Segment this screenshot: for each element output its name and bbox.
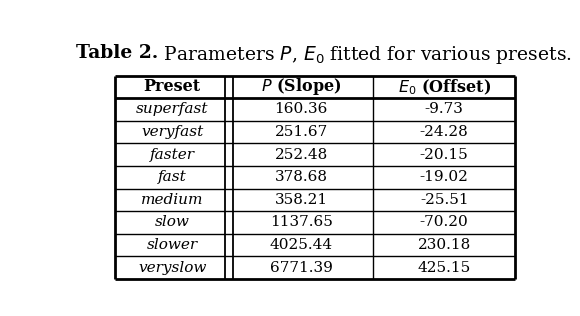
Text: Preset: Preset bbox=[144, 78, 201, 95]
Text: -19.02: -19.02 bbox=[420, 170, 469, 184]
Text: $E_0$ (Offset): $E_0$ (Offset) bbox=[398, 77, 491, 97]
Text: 358.21: 358.21 bbox=[275, 193, 328, 207]
Text: faster: faster bbox=[150, 148, 195, 162]
Text: superfast: superfast bbox=[136, 102, 208, 117]
Text: 6771.39: 6771.39 bbox=[270, 260, 333, 275]
Text: Parameters $P$, $E_0$ fitted for various presets.: Parameters $P$, $E_0$ fitted for various… bbox=[158, 44, 572, 66]
Text: veryfast: veryfast bbox=[141, 125, 204, 139]
Text: medium: medium bbox=[141, 193, 204, 207]
Text: $P$ (Slope): $P$ (Slope) bbox=[261, 76, 342, 97]
Text: 252.48: 252.48 bbox=[274, 148, 328, 162]
Text: 1137.65: 1137.65 bbox=[270, 216, 333, 229]
Text: -9.73: -9.73 bbox=[425, 102, 463, 117]
Text: 230.18: 230.18 bbox=[418, 238, 471, 252]
Text: fast: fast bbox=[158, 170, 187, 184]
Text: veryslow: veryslow bbox=[138, 260, 206, 275]
Text: Table 2.: Table 2. bbox=[76, 44, 158, 62]
Text: -70.20: -70.20 bbox=[420, 216, 469, 229]
Text: slow: slow bbox=[155, 216, 190, 229]
Text: 425.15: 425.15 bbox=[418, 260, 471, 275]
Text: 378.68: 378.68 bbox=[275, 170, 328, 184]
Text: 4025.44: 4025.44 bbox=[270, 238, 333, 252]
Text: 160.36: 160.36 bbox=[274, 102, 328, 117]
Text: 251.67: 251.67 bbox=[274, 125, 328, 139]
Text: slower: slower bbox=[147, 238, 198, 252]
Text: -25.51: -25.51 bbox=[420, 193, 469, 207]
Text: -24.28: -24.28 bbox=[420, 125, 469, 139]
Text: -20.15: -20.15 bbox=[420, 148, 469, 162]
